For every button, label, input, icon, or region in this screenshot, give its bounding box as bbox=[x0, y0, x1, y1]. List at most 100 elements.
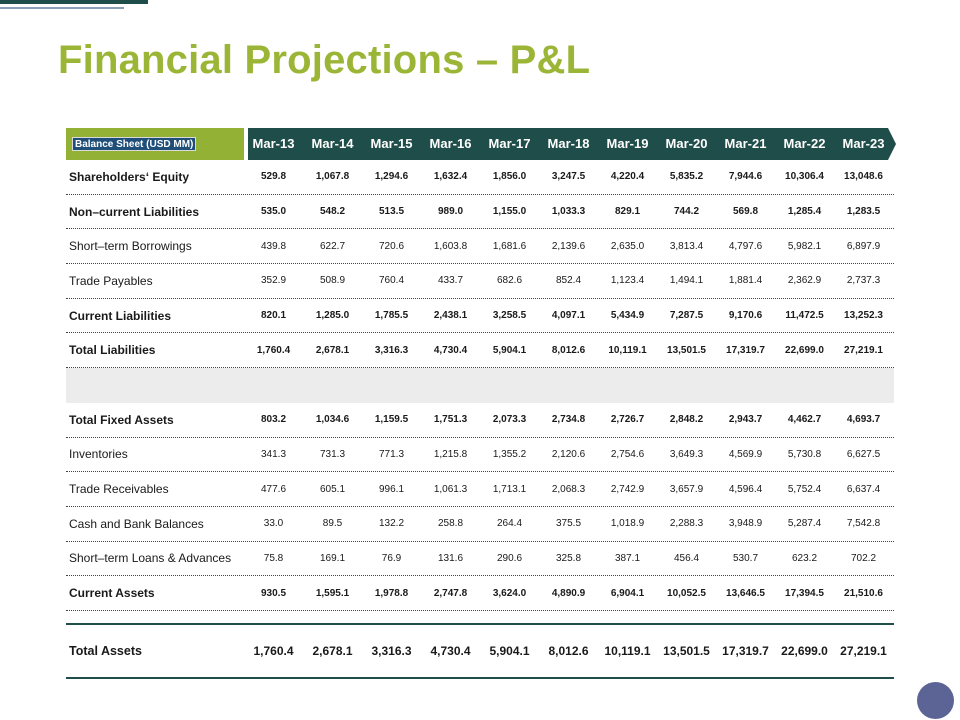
row-label: Current Liabilities bbox=[69, 308, 172, 323]
value-cell: 13,501.5 bbox=[663, 643, 710, 658]
value-cell: 820.1 bbox=[260, 310, 287, 322]
header-years: Mar-13 Mar-14 Mar-15 Mar-16 Mar-17 Mar-18 Mar-… bbox=[244, 128, 894, 160]
value-cell: 6,904.1 bbox=[610, 587, 645, 599]
row-values: 341.3 731.3 771.3 1,215.8 1,355.2 2,120.6 2,75… bbox=[244, 449, 894, 460]
value-cell: 771.3 bbox=[378, 448, 405, 460]
table-row: Short–term Loans & Advances 75.8 169.1 76.9… bbox=[66, 542, 894, 577]
value-cell: 1,681.6 bbox=[492, 240, 527, 252]
value-cell: 1,034.6 bbox=[315, 414, 350, 426]
year-header: Mar-23 bbox=[842, 136, 885, 151]
value-cell: 456.4 bbox=[673, 552, 700, 564]
value-cell: 3,649.3 bbox=[669, 448, 704, 460]
value-cell: 4,693.7 bbox=[846, 414, 881, 426]
value-cell: 2,120.6 bbox=[551, 448, 586, 460]
year-header: Mar-17 bbox=[488, 136, 531, 151]
row-values: 820.1 1,285.0 1,785.5 2,438.1 3,258.5 4,097.1… bbox=[244, 310, 894, 321]
value-cell: 1,061.3 bbox=[433, 483, 468, 495]
value-cell: 529.8 bbox=[260, 171, 287, 183]
value-cell: 731.3 bbox=[319, 448, 346, 460]
table-row: Current Assets 930.5 1,595.1 1,978.8 2,747.8… bbox=[66, 576, 894, 611]
value-cell: 1,067.8 bbox=[315, 171, 350, 183]
value-cell: 535.0 bbox=[260, 206, 287, 218]
row-label: Current Assets bbox=[69, 586, 155, 601]
row-label: Trade Receivables bbox=[69, 482, 169, 497]
value-cell: 169.1 bbox=[319, 552, 346, 564]
value-cell: 21,510.6 bbox=[844, 587, 883, 599]
table-row: Short–term Borrowings 439.8 622.7 720.6 1,60… bbox=[66, 229, 894, 265]
year-header: Mar-15 bbox=[370, 136, 413, 151]
row-label: Trade Payables bbox=[69, 273, 153, 288]
value-cell: 1,285.0 bbox=[315, 310, 350, 322]
value-cell: 4,462.7 bbox=[787, 414, 822, 426]
value-cell: 829.1 bbox=[614, 206, 641, 218]
value-cell: 22,699.0 bbox=[785, 344, 824, 356]
year-header: Mar-21 bbox=[724, 136, 767, 151]
value-cell: 2,734.8 bbox=[551, 414, 586, 426]
value-cell: 2,726.7 bbox=[610, 414, 645, 426]
row-values: 930.5 1,595.1 1,978.8 2,747.8 3,624.0 4,890.9… bbox=[244, 588, 894, 599]
value-cell: 1,018.9 bbox=[610, 518, 645, 530]
value-cell: 5,904.1 bbox=[492, 344, 527, 356]
value-cell: 1,595.1 bbox=[315, 587, 350, 599]
value-cell: 1,978.8 bbox=[374, 587, 409, 599]
value-cell: 7,944.6 bbox=[728, 171, 763, 183]
value-cell: 5,752.4 bbox=[787, 483, 822, 495]
year-header: Mar-18 bbox=[547, 136, 590, 151]
value-cell: 33.0 bbox=[263, 518, 284, 530]
value-cell: 2,754.6 bbox=[610, 448, 645, 460]
row-label: Shareholders‘ Equity bbox=[69, 169, 190, 184]
value-cell: 5,835.2 bbox=[669, 171, 704, 183]
value-cell: 2,747.8 bbox=[433, 587, 468, 599]
value-cell: 996.1 bbox=[378, 483, 405, 495]
value-cell: 4,890.9 bbox=[551, 587, 586, 599]
table-row: Total Liabilities 1,760.4 2,678.1 3,316.3 4,… bbox=[66, 333, 894, 369]
value-cell: 75.8 bbox=[263, 552, 284, 564]
value-cell: 6,637.4 bbox=[846, 483, 881, 495]
value-cell: 1,155.0 bbox=[492, 206, 527, 218]
value-cell: 4,596.4 bbox=[728, 483, 763, 495]
value-cell: 702.2 bbox=[850, 552, 877, 564]
value-cell: 4,097.1 bbox=[551, 310, 586, 322]
value-cell: 2,737.3 bbox=[846, 275, 881, 287]
value-cell: 513.5 bbox=[378, 206, 405, 218]
value-cell: 2,678.1 bbox=[312, 643, 353, 658]
value-cell: 2,288.3 bbox=[669, 518, 704, 530]
value-cell: 3,316.3 bbox=[371, 643, 412, 658]
value-cell: 2,848.2 bbox=[669, 414, 704, 426]
value-cell: 132.2 bbox=[378, 518, 405, 530]
value-cell: 7,542.8 bbox=[846, 518, 881, 530]
value-cell: 17,319.7 bbox=[722, 643, 769, 658]
value-cell: 622.7 bbox=[319, 240, 346, 252]
value-cell: 605.1 bbox=[319, 483, 346, 495]
value-cell: 264.4 bbox=[496, 518, 523, 530]
row-label: Inventories bbox=[69, 447, 128, 462]
value-cell: 1,294.6 bbox=[374, 171, 409, 183]
value-cell: 27,219.1 bbox=[840, 643, 887, 658]
value-cell: 530.7 bbox=[732, 552, 759, 564]
value-cell: 341.3 bbox=[260, 448, 287, 460]
table-row: Total Fixed Assets 803.2 1,034.6 1,159.5 1,7… bbox=[66, 403, 894, 438]
value-cell: 17,319.7 bbox=[726, 344, 765, 356]
value-cell: 8,012.6 bbox=[551, 344, 586, 356]
value-cell: 2,635.0 bbox=[610, 240, 645, 252]
value-cell: 1,355.2 bbox=[492, 448, 527, 460]
header-label-arrow bbox=[236, 128, 244, 160]
value-cell: 6,897.9 bbox=[846, 240, 881, 252]
value-cell: 3,813.4 bbox=[669, 240, 704, 252]
row-label: Total Fixed Assets bbox=[69, 412, 174, 427]
row-values: 352.9 508.9 760.4 433.7 682.6 852.4 1,123.4 1,4… bbox=[244, 275, 894, 286]
value-cell: 760.4 bbox=[378, 275, 405, 287]
value-cell: 10,306.4 bbox=[785, 171, 824, 183]
value-cell: 13,252.3 bbox=[844, 310, 883, 322]
value-cell: 6,627.5 bbox=[846, 448, 881, 460]
value-cell: 258.8 bbox=[437, 518, 464, 530]
year-header: Mar-14 bbox=[311, 136, 354, 151]
year-header: Mar-13 bbox=[252, 136, 295, 151]
value-cell: 5,904.1 bbox=[489, 643, 530, 658]
value-cell: 1,760.4 bbox=[256, 344, 291, 356]
value-cell: 439.8 bbox=[260, 240, 287, 252]
value-cell: 352.9 bbox=[260, 275, 287, 287]
table-row: Current Liabilities 820.1 1,285.0 1,785.5 2,… bbox=[66, 299, 894, 334]
value-cell: 2,678.1 bbox=[315, 344, 350, 356]
balance-sheet-table: Balance Sheet (USD MM) Mar-13 Mar-14 Mar-1… bbox=[66, 128, 896, 679]
